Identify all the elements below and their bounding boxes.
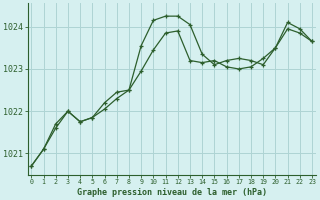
X-axis label: Graphe pression niveau de la mer (hPa): Graphe pression niveau de la mer (hPa)	[77, 188, 267, 197]
